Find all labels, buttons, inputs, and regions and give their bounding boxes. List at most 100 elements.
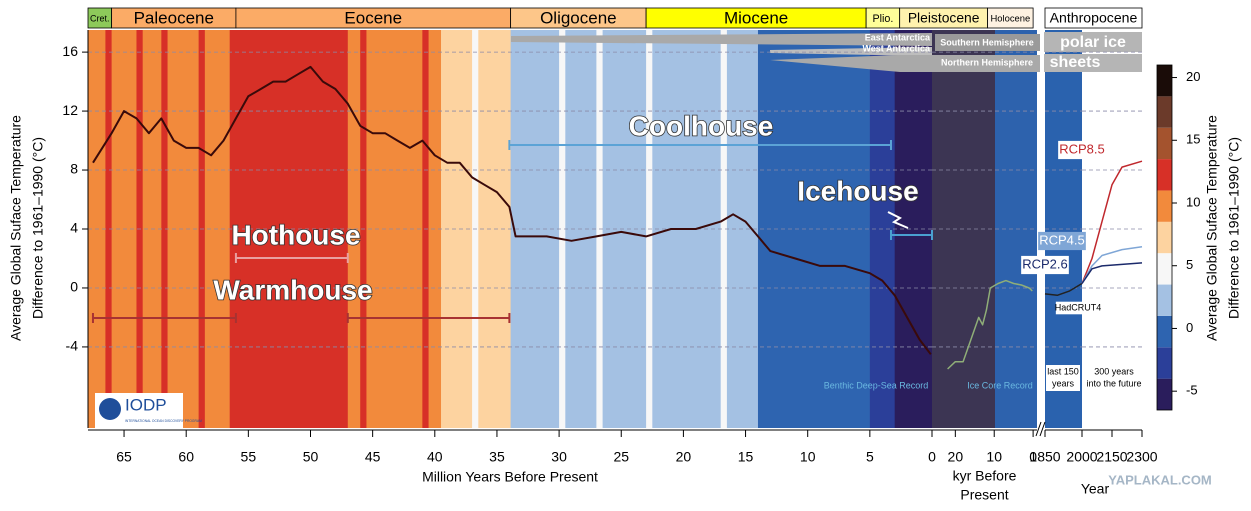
x-tick-label: 1850 [1029,449,1060,465]
y-axis-title: Difference to 1961–1990 (°C) [30,137,46,319]
y-tick-label: 8 [70,161,78,177]
ice-sheet-label: polar ice [1060,34,1126,51]
ice-sheet-label: Northern Hemisphere [941,57,1033,67]
x-tick-label: 2300 [1126,449,1157,465]
temperature-stripe [428,30,442,428]
colorbar-frame [1156,64,1173,411]
annotation-label: Warmhouse [213,274,372,305]
series-label-box [1021,255,1069,275]
ice-sheet-bar [1044,54,1142,72]
temperature-stripe [161,30,169,428]
x-axis-title: Year [1081,481,1110,497]
icehouse-arrow [887,211,909,229]
panel-caption: last 150 [1047,366,1079,376]
x-tick-label: 10 [986,449,1002,465]
series-label: RCP2.6 [1022,256,1068,271]
ice-sheet-label: West Antarctica [862,43,931,53]
x-tick-label: 40 [427,449,443,465]
colorbar-segment [1157,65,1172,97]
epoch-label: Eocene [344,8,402,27]
colorbar-tick-label: -5 [1186,383,1198,398]
series-line [1081,245,1143,284]
epoch-label: Oligocene [540,8,617,27]
colorbar-tick-label: 15 [1186,132,1200,147]
colorbar-segment [1157,315,1172,348]
temperature-stripe [559,30,566,428]
caption-box [1046,365,1080,391]
temperature-stripe [720,30,728,428]
series-line [92,65,932,355]
series-line [1044,282,1083,297]
panel-caption: into the future [1086,378,1141,388]
series-label-box [1058,140,1106,160]
epoch-label: Pleistocene [908,10,980,26]
y-tick-label: 0 [70,279,78,295]
ice-sheet-bar [770,55,1040,72]
panel-caption: years [1052,378,1075,388]
y-tick-label: -4 [66,338,79,354]
series-label: RCP8.5 [1059,141,1105,156]
colorbar-tick-label: 10 [1186,194,1200,209]
ice-sheet-bar [1044,32,1142,52]
logo-name: IODP [125,395,167,414]
ice-sheet-bar [935,34,1040,51]
epoch-label: Plio. [872,13,893,25]
series-label: HadCRUT4 [1055,302,1102,312]
axis-break [1035,421,1046,437]
x-tick-label: 55 [241,449,257,465]
y-tick-label: 12 [62,102,78,118]
x-tick-label: 0 [1029,449,1037,465]
colorbar-segment [1157,378,1172,410]
y-axis-title: Average Global Suface Temperature [8,115,24,341]
x-tick-label: 50 [303,449,319,465]
x-tick-label: 45 [365,449,381,465]
x-tick-label: 10 [800,449,816,465]
y-tick-label: 16 [62,43,78,59]
x-tick-label: 30 [551,449,567,465]
series-line [1081,262,1143,284]
series-label: RCP4.5 [1039,232,1085,247]
colorbar-segment [1157,284,1172,316]
colorbar-segment [1157,159,1172,191]
ice-sheet-bar [511,33,932,46]
x-axis-title: Present [960,487,1008,503]
colorbar-title: Average Global Suface Temperature [1204,115,1220,341]
x-tick-label: 0 [928,449,936,465]
x-tick-label: 35 [489,449,505,465]
colorbar-segment [1157,96,1172,128]
epoch-label: Anthropocene [1050,10,1138,26]
series-label: Ice Core Record [967,380,1033,390]
series-label-box [1038,231,1086,251]
panel-caption: 300 years [1094,366,1134,376]
x-tick-label: 2000 [1066,449,1097,465]
annotation-label: Hothouse [231,219,360,250]
colorbar-segment [1157,221,1172,254]
series-label-box [1055,301,1101,315]
epoch-label: Miocene [724,8,788,27]
epoch-label: Paleocene [134,8,214,27]
colorbar-title: Difference to 1961–1990 (°C) [1226,137,1242,319]
epoch-label: Cret. [90,13,110,23]
ice-sheet-label: East Antarctica [865,32,931,42]
epoch-label: Holocene [990,12,1030,23]
x-tick-label: 25 [613,449,629,465]
epoch-box [987,7,1034,29]
x-tick-label: 2150 [1096,449,1127,465]
x-tick-label: 20 [676,449,692,465]
x-tick-label: 20 [948,449,964,465]
ice-sheet-label: Southern Hemisphere [940,37,1034,47]
series-line [947,279,1033,370]
caption-box [1086,365,1142,391]
colorbar-tick-label: 5 [1186,257,1193,272]
logo-subtitle: INTERNATIONAL OCEAN DISCOVERY PROGRAM [125,419,202,423]
series-label: Benthic Deep-Sea Record [824,380,929,390]
x-tick-label: 5 [866,449,874,465]
ice-sheet-bar [770,47,932,56]
temperature-stripe [105,30,113,428]
x-axis-title: kyr Before [953,468,1017,484]
colorbar-segment [1157,253,1172,285]
colorbar-tick-label: 20 [1186,69,1200,84]
colorbar-segment [1157,347,1172,379]
x-tick-label: 60 [178,449,194,465]
